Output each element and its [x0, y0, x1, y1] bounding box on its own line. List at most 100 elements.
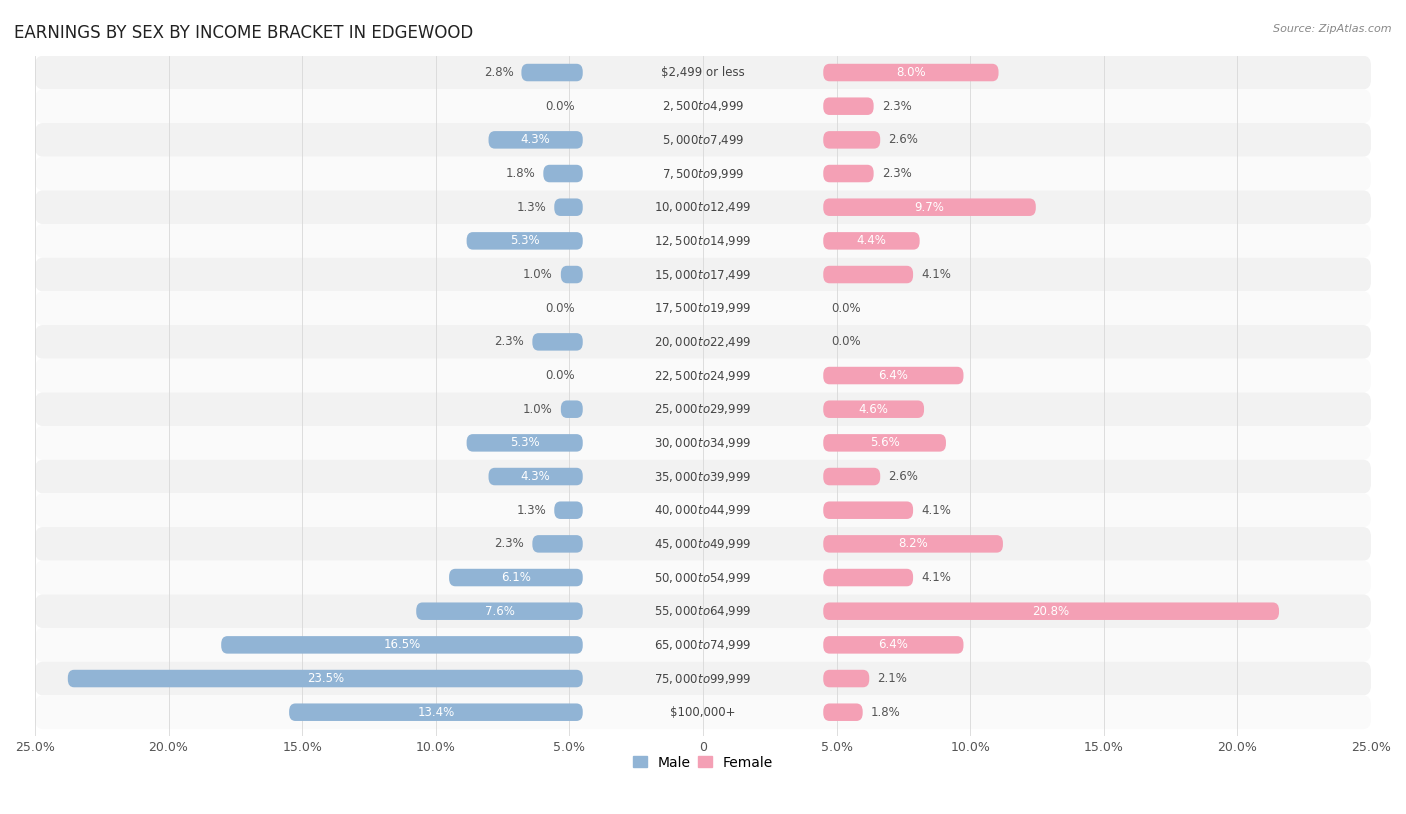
- Text: 4.3%: 4.3%: [520, 470, 551, 483]
- FancyBboxPatch shape: [416, 602, 582, 620]
- FancyBboxPatch shape: [35, 325, 1371, 359]
- Text: $50,000 to $54,999: $50,000 to $54,999: [654, 571, 752, 584]
- FancyBboxPatch shape: [35, 662, 1371, 695]
- FancyBboxPatch shape: [221, 636, 582, 654]
- Text: 1.0%: 1.0%: [523, 403, 553, 416]
- FancyBboxPatch shape: [824, 164, 873, 182]
- Text: 4.3%: 4.3%: [520, 133, 551, 147]
- FancyBboxPatch shape: [35, 258, 1371, 291]
- Text: 16.5%: 16.5%: [384, 638, 420, 651]
- FancyBboxPatch shape: [824, 535, 1002, 553]
- FancyBboxPatch shape: [35, 291, 1371, 325]
- FancyBboxPatch shape: [35, 594, 1371, 628]
- Text: 7.6%: 7.6%: [485, 605, 515, 618]
- Text: $100,000+: $100,000+: [671, 706, 735, 719]
- Text: $40,000 to $44,999: $40,000 to $44,999: [654, 503, 752, 517]
- FancyBboxPatch shape: [824, 367, 963, 384]
- FancyBboxPatch shape: [824, 63, 998, 81]
- Text: $7,500 to $9,999: $7,500 to $9,999: [662, 167, 744, 181]
- Text: $65,000 to $74,999: $65,000 to $74,999: [654, 638, 752, 652]
- Text: $55,000 to $64,999: $55,000 to $64,999: [654, 604, 752, 618]
- Text: $2,500 to $4,999: $2,500 to $4,999: [662, 99, 744, 113]
- Text: $15,000 to $17,499: $15,000 to $17,499: [654, 268, 752, 282]
- Text: 13.4%: 13.4%: [418, 706, 454, 719]
- Text: $30,000 to $34,999: $30,000 to $34,999: [654, 435, 752, 450]
- FancyBboxPatch shape: [67, 670, 582, 687]
- FancyBboxPatch shape: [533, 535, 582, 553]
- FancyBboxPatch shape: [824, 199, 1036, 216]
- FancyBboxPatch shape: [35, 561, 1371, 594]
- FancyBboxPatch shape: [467, 232, 582, 250]
- FancyBboxPatch shape: [467, 434, 582, 452]
- Text: $17,500 to $19,999: $17,500 to $19,999: [654, 301, 752, 315]
- Text: $2,499 or less: $2,499 or less: [661, 66, 745, 79]
- Text: 0.0%: 0.0%: [831, 302, 860, 315]
- FancyBboxPatch shape: [824, 569, 912, 586]
- Text: 2.3%: 2.3%: [882, 167, 911, 180]
- FancyBboxPatch shape: [561, 400, 582, 418]
- Text: 2.6%: 2.6%: [889, 133, 918, 147]
- FancyBboxPatch shape: [824, 468, 880, 485]
- Text: 4.1%: 4.1%: [921, 571, 950, 584]
- FancyBboxPatch shape: [35, 527, 1371, 561]
- Text: $10,000 to $12,499: $10,000 to $12,499: [654, 200, 752, 214]
- Text: 1.3%: 1.3%: [516, 504, 547, 517]
- FancyBboxPatch shape: [824, 266, 912, 283]
- Text: $75,000 to $99,999: $75,000 to $99,999: [654, 672, 752, 685]
- FancyBboxPatch shape: [554, 199, 582, 216]
- Text: 6.4%: 6.4%: [879, 369, 908, 382]
- Text: $22,500 to $24,999: $22,500 to $24,999: [654, 369, 752, 383]
- FancyBboxPatch shape: [824, 636, 963, 654]
- Text: 2.3%: 2.3%: [495, 537, 524, 550]
- FancyBboxPatch shape: [824, 670, 869, 687]
- FancyBboxPatch shape: [35, 628, 1371, 662]
- FancyBboxPatch shape: [488, 131, 582, 149]
- Text: $25,000 to $29,999: $25,000 to $29,999: [654, 402, 752, 416]
- Text: Source: ZipAtlas.com: Source: ZipAtlas.com: [1274, 24, 1392, 34]
- FancyBboxPatch shape: [824, 400, 924, 418]
- FancyBboxPatch shape: [35, 392, 1371, 426]
- FancyBboxPatch shape: [35, 157, 1371, 190]
- Text: 4.4%: 4.4%: [856, 234, 886, 247]
- Text: 8.0%: 8.0%: [896, 66, 925, 79]
- Text: 0.0%: 0.0%: [546, 369, 575, 382]
- Legend: Male, Female: Male, Female: [633, 755, 773, 770]
- FancyBboxPatch shape: [35, 90, 1371, 123]
- Text: 1.3%: 1.3%: [516, 201, 547, 214]
- Text: 6.1%: 6.1%: [501, 571, 531, 584]
- Text: 0.0%: 0.0%: [546, 99, 575, 112]
- Text: $35,000 to $39,999: $35,000 to $39,999: [654, 470, 752, 484]
- Text: 20.8%: 20.8%: [1032, 605, 1070, 618]
- FancyBboxPatch shape: [35, 493, 1371, 527]
- FancyBboxPatch shape: [290, 703, 582, 721]
- Text: 1.8%: 1.8%: [870, 706, 900, 719]
- Text: 5.3%: 5.3%: [510, 234, 540, 247]
- Text: 2.3%: 2.3%: [495, 335, 524, 348]
- Text: 5.6%: 5.6%: [870, 436, 900, 449]
- FancyBboxPatch shape: [554, 501, 582, 519]
- Text: 8.2%: 8.2%: [898, 537, 928, 550]
- Text: $45,000 to $49,999: $45,000 to $49,999: [654, 537, 752, 551]
- FancyBboxPatch shape: [824, 501, 912, 519]
- FancyBboxPatch shape: [35, 224, 1371, 258]
- Text: 9.7%: 9.7%: [914, 201, 945, 214]
- FancyBboxPatch shape: [35, 123, 1371, 157]
- Text: 2.6%: 2.6%: [889, 470, 918, 483]
- FancyBboxPatch shape: [824, 98, 873, 115]
- FancyBboxPatch shape: [824, 232, 920, 250]
- FancyBboxPatch shape: [35, 359, 1371, 392]
- FancyBboxPatch shape: [35, 426, 1371, 460]
- Text: 5.3%: 5.3%: [510, 436, 540, 449]
- Text: EARNINGS BY SEX BY INCOME BRACKET IN EDGEWOOD: EARNINGS BY SEX BY INCOME BRACKET IN EDG…: [14, 24, 474, 42]
- Text: 2.8%: 2.8%: [484, 66, 513, 79]
- Text: $20,000 to $22,499: $20,000 to $22,499: [654, 335, 752, 349]
- Text: 4.1%: 4.1%: [921, 504, 950, 517]
- FancyBboxPatch shape: [533, 333, 582, 351]
- FancyBboxPatch shape: [824, 602, 1279, 620]
- Text: 0.0%: 0.0%: [831, 335, 860, 348]
- FancyBboxPatch shape: [35, 190, 1371, 224]
- FancyBboxPatch shape: [824, 434, 946, 452]
- FancyBboxPatch shape: [449, 569, 582, 586]
- Text: 2.3%: 2.3%: [882, 99, 911, 112]
- FancyBboxPatch shape: [824, 703, 863, 721]
